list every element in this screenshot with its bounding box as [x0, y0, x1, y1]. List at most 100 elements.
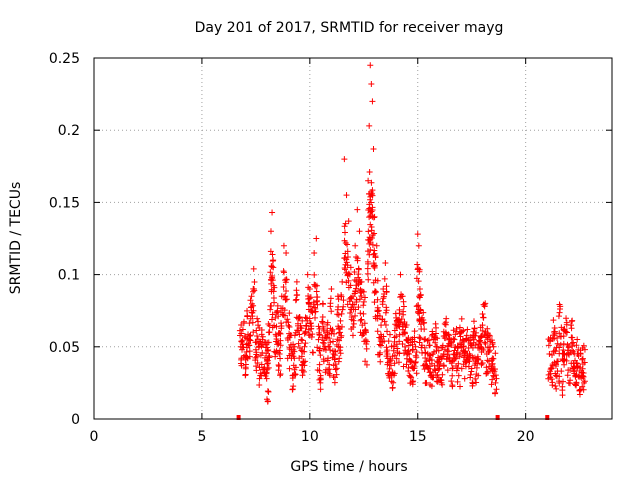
- data-point: [558, 368, 565, 375]
- data-point: [472, 332, 479, 339]
- data-point: [298, 353, 305, 360]
- data-point: [390, 347, 397, 354]
- data-point: [283, 296, 290, 303]
- data-point: [254, 360, 261, 367]
- data-point: [430, 349, 437, 356]
- data-point: [368, 223, 375, 230]
- data-point: [397, 271, 404, 278]
- data-point: [368, 80, 375, 87]
- data-point: [563, 357, 570, 364]
- data-point: [347, 264, 354, 271]
- data-point: [433, 378, 440, 385]
- data-point: [435, 354, 442, 361]
- data-point: [280, 283, 287, 290]
- data-point: [396, 331, 403, 338]
- data-point: [245, 342, 252, 349]
- data-point: [367, 196, 374, 203]
- data-point: [418, 316, 425, 323]
- data-point: [310, 299, 317, 306]
- data-point: [249, 313, 256, 320]
- data-point: [324, 331, 331, 338]
- data-point: [355, 266, 362, 273]
- data-point: [347, 282, 354, 289]
- data-point: [417, 335, 424, 342]
- data-point: [270, 295, 277, 302]
- data-point: [468, 368, 475, 375]
- data-point: [388, 378, 395, 385]
- data-point: [374, 312, 381, 319]
- data-point: [332, 366, 339, 373]
- data-point: [455, 360, 462, 367]
- data-point: [383, 283, 390, 290]
- data-point: [357, 310, 364, 317]
- data-point: [295, 340, 302, 347]
- data-point: [553, 361, 560, 368]
- data-point: [380, 286, 387, 293]
- data-point: [425, 337, 432, 344]
- data-point: [415, 242, 422, 249]
- data-point: [284, 335, 291, 342]
- data-point: [449, 357, 456, 364]
- data-point: [293, 278, 300, 285]
- data-point: [379, 301, 386, 308]
- data-points: [236, 62, 588, 405]
- data-point: [370, 145, 377, 152]
- data-point: [552, 348, 559, 355]
- data-point: [314, 301, 321, 308]
- data-point: [326, 335, 333, 342]
- data-point: [259, 333, 266, 340]
- data-point: [448, 378, 455, 385]
- data-point: [487, 333, 494, 340]
- data-point: [340, 303, 347, 310]
- data-point: [265, 388, 272, 395]
- data-point: [432, 339, 439, 346]
- data-point: [475, 372, 482, 379]
- data-point: [401, 329, 408, 336]
- data-point: [581, 378, 588, 385]
- data-point: [264, 388, 271, 395]
- data-point: [276, 329, 283, 336]
- y-tick-label: 0.2: [58, 123, 80, 139]
- data-point: [289, 375, 296, 382]
- data-point: [405, 347, 412, 354]
- data-point: [329, 326, 336, 333]
- data-point: [457, 383, 464, 390]
- data-point: [416, 310, 423, 317]
- data-point: [301, 362, 308, 369]
- gap-marker: [495, 415, 500, 420]
- data-point: [433, 372, 440, 379]
- data-point: [265, 364, 272, 371]
- data-point: [345, 218, 352, 225]
- data-point: [282, 296, 289, 303]
- data-point: [398, 316, 405, 323]
- data-point: [488, 381, 495, 388]
- data-point: [307, 294, 314, 301]
- data-point: [450, 335, 457, 342]
- data-point: [340, 297, 347, 304]
- data-point: [280, 242, 287, 249]
- data-point: [251, 279, 258, 286]
- data-point: [411, 365, 418, 372]
- data-point: [305, 306, 312, 313]
- data-point: [372, 277, 379, 284]
- data-point: [335, 303, 342, 310]
- data-point: [291, 348, 298, 355]
- data-point: [482, 300, 489, 307]
- data-point: [375, 307, 382, 314]
- data-point: [263, 369, 270, 376]
- data-point: [357, 317, 364, 324]
- data-point: [579, 355, 586, 362]
- data-point: [356, 228, 363, 235]
- data-point: [343, 192, 350, 199]
- data-point: [306, 315, 313, 322]
- y-tick-label: 0.15: [49, 195, 80, 211]
- data-point: [565, 344, 572, 351]
- data-point: [383, 288, 390, 295]
- data-point: [310, 349, 317, 356]
- data-point: [250, 329, 257, 336]
- data-point: [484, 369, 491, 376]
- data-point: [336, 337, 343, 344]
- data-point: [258, 361, 265, 368]
- data-point: [360, 302, 367, 309]
